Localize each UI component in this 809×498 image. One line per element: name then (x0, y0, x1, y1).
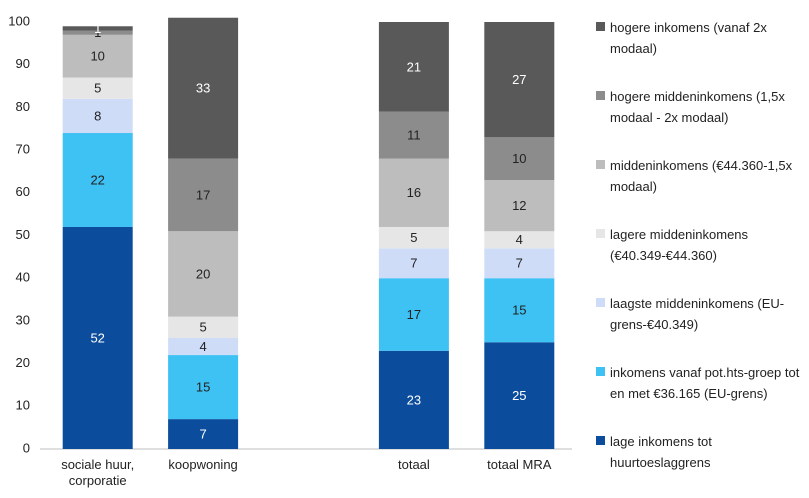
data-label: 1 (94, 25, 101, 40)
data-label: 5 (94, 81, 101, 96)
y-tick-label: 30 (16, 312, 30, 327)
bar-segment (378, 350, 449, 449)
y-tick-label: 100 (8, 13, 30, 28)
bar-segment (168, 355, 239, 420)
legend-item: hogere middeninkomens (1,5x modaal - 2x … (596, 86, 806, 128)
data-label: 7 (410, 256, 417, 271)
legend-item: lagere middeninkomens (€40.349-€44.360) (596, 224, 806, 266)
data-label: 20 (196, 266, 210, 281)
data-label: 33 (196, 81, 210, 96)
legend-swatch (596, 229, 605, 238)
data-label: 15 (196, 380, 210, 395)
legend-swatch (596, 436, 605, 445)
y-tick-label: 20 (16, 355, 30, 370)
bar-segment (378, 22, 449, 112)
data-label: 12 (512, 198, 526, 213)
data-label: 4 (199, 339, 206, 354)
bar-segment (168, 316, 239, 338)
y-tick-label: 90 (16, 56, 30, 71)
data-label: 16 (407, 185, 421, 200)
bar-segment (378, 158, 449, 227)
bar-segment (378, 226, 449, 249)
bar-segment (378, 248, 449, 279)
y-tick-label: 60 (16, 184, 30, 199)
bar-segment (484, 179, 555, 232)
legend-item: inkomens vanaf pot.hts-groep tot en met … (596, 362, 806, 404)
bar-segment (484, 137, 555, 180)
legend-label: lage inkomens tot huurtoeslaggrens (610, 434, 712, 470)
data-label: 10 (90, 49, 104, 64)
y-tick-label: 70 (16, 142, 30, 157)
data-label: 22 (90, 172, 104, 187)
data-label: 5 (410, 230, 417, 245)
y-tick-label: 80 (16, 99, 30, 114)
legend-label: laagste middeninkomens (EU-grens-€40.349… (610, 296, 785, 332)
bar-segment (62, 133, 133, 227)
x-tick-label: koopwoning (168, 457, 238, 472)
legend-swatch (596, 367, 605, 376)
data-label: 17 (196, 187, 210, 202)
x-tick-label: totaal MRA (487, 457, 552, 472)
x-tick-label: sociale huur, corporatie (61, 457, 135, 488)
bar-segment (62, 226, 133, 449)
bar-segment (378, 111, 449, 159)
y-tick-label: 10 (16, 398, 30, 413)
data-label: 23 (407, 392, 421, 407)
bar-segment (168, 158, 239, 232)
legend-item: hogere inkomens (vanaf 2x modaal) (596, 17, 806, 59)
data-label: 11 (407, 128, 421, 143)
data-label: 27 (512, 72, 526, 87)
legend-swatch (596, 22, 605, 31)
legend-swatch (596, 298, 605, 307)
bar-segment (62, 98, 133, 134)
data-label: 21 (407, 59, 421, 74)
y-tick-label: 50 (16, 227, 30, 242)
bar-segment (168, 337, 239, 356)
bar-segment (62, 26, 133, 31)
legend-item: lage inkomens tot huurtoeslaggrens (596, 431, 806, 473)
legend-swatch (596, 91, 605, 100)
legend-label: hogere inkomens (vanaf 2x modaal) (610, 20, 767, 56)
bar-segment (484, 278, 555, 343)
data-label: 5 (199, 320, 206, 335)
data-label: 7 (516, 256, 523, 271)
data-label: 10 (512, 151, 526, 166)
legend-label: middeninkomens (€44.360-1,5x modaal) (610, 158, 793, 194)
y-tick-label: 40 (16, 270, 30, 285)
y-tick-label: 0 (23, 440, 30, 455)
bar-segment (168, 231, 239, 317)
bar-segment (484, 342, 555, 449)
data-label: 52 (90, 330, 104, 345)
legend-item: laagste middeninkomens (EU-grens-€40.349… (596, 293, 806, 335)
legend-swatch (596, 160, 605, 169)
legend-item: middeninkomens (€44.360-1,5x modaal) (596, 155, 806, 197)
legend-label: lagere middeninkomens (€40.349-€44.360) (610, 227, 749, 263)
bar-segment (484, 248, 555, 279)
data-label: 15 (512, 303, 526, 318)
data-label: 25 (512, 388, 526, 403)
x-tick-label: totaal (397, 457, 430, 472)
bar-segment (62, 34, 133, 78)
bar-segment (168, 419, 239, 449)
data-label: 1 (94, 21, 101, 36)
bar-segment (62, 30, 133, 35)
bar-segment (378, 278, 449, 351)
bar-segment (62, 77, 133, 99)
bar-segment (484, 231, 555, 249)
legend-label: inkomens vanaf pot.hts-groep tot en met … (610, 365, 800, 401)
data-label: 7 (199, 426, 206, 441)
data-label: 17 (407, 307, 421, 322)
data-label: 8 (94, 108, 101, 123)
bar-segment (484, 22, 555, 138)
bar-segment (168, 17, 239, 159)
data-label: 4 (516, 232, 523, 247)
legend-label: hogere middeninkomens (1,5x modaal - 2x … (610, 89, 785, 125)
